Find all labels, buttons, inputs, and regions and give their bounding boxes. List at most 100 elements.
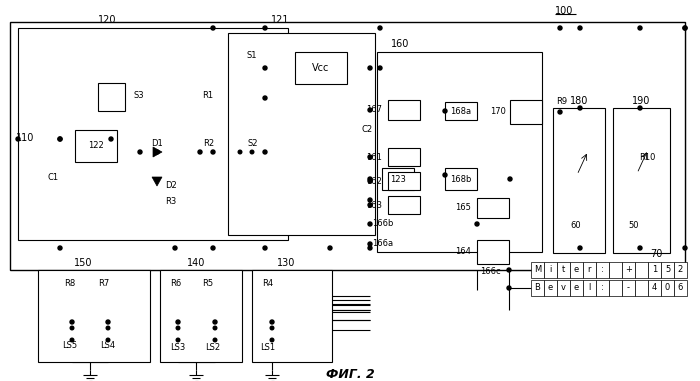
Circle shape [109,137,113,141]
Text: 163: 163 [366,200,382,210]
Circle shape [368,179,372,183]
Circle shape [176,338,180,342]
Bar [570,280,583,296]
Text: ФИГ. 2: ФИГ. 2 [326,368,374,381]
Bar [557,262,570,278]
Bar [382,168,414,190]
Circle shape [368,177,372,181]
Text: 160: 160 [391,39,409,49]
Text: R2: R2 [203,139,214,149]
Circle shape [368,203,372,207]
Bar [388,196,420,214]
Text: e: e [574,283,579,293]
Circle shape [368,222,372,226]
Text: 1: 1 [652,266,657,274]
Text: 166b: 166b [372,219,393,229]
Bar [622,280,635,296]
Text: :: : [601,266,604,274]
Text: R1: R1 [202,91,213,99]
Bar [75,130,117,162]
Text: e: e [548,283,553,293]
Bar [635,280,648,296]
Circle shape [106,320,110,324]
Bar [613,108,670,253]
Circle shape [173,246,177,250]
Text: e: e [574,266,579,274]
Circle shape [70,338,74,342]
Text: 180: 180 [570,96,588,106]
Circle shape [238,150,242,154]
Circle shape [507,286,511,290]
Circle shape [214,326,217,330]
Circle shape [507,268,511,272]
Bar [477,240,509,264]
Bar [596,262,609,278]
Text: 168a: 168a [450,107,472,115]
Polygon shape [153,147,162,157]
Circle shape [638,26,642,30]
Circle shape [263,66,267,70]
Bar [477,198,509,218]
Bar [553,108,605,253]
Circle shape [58,246,62,250]
Circle shape [58,137,62,141]
Circle shape [508,177,512,181]
Bar [648,280,661,296]
Circle shape [70,320,74,324]
Bar [228,33,375,235]
Circle shape [58,137,62,141]
Bar [388,100,420,120]
Circle shape [443,173,447,177]
Text: D2: D2 [165,181,176,189]
Circle shape [106,338,110,342]
Text: R4: R4 [262,280,273,288]
Text: 0: 0 [665,283,670,293]
Circle shape [176,320,180,324]
Circle shape [211,246,215,250]
Text: 122: 122 [88,141,104,150]
Circle shape [263,246,267,250]
Circle shape [198,150,202,154]
Circle shape [683,26,687,30]
Circle shape [368,155,372,159]
Text: LS3: LS3 [170,344,186,352]
Circle shape [155,150,159,154]
Circle shape [213,320,217,324]
Text: 162: 162 [366,176,382,186]
Text: 50: 50 [628,221,638,229]
Text: 166a: 166a [372,240,393,248]
Circle shape [683,26,687,30]
Text: 100: 100 [555,6,573,16]
Text: S3: S3 [133,91,144,99]
Bar [445,168,477,190]
Bar [377,52,542,252]
Text: 123: 123 [390,174,406,184]
Circle shape [638,246,642,250]
Text: r: r [588,266,592,274]
Bar [583,280,596,296]
Bar [661,262,674,278]
Bar [531,262,544,278]
Text: D1: D1 [151,139,163,149]
Circle shape [443,109,447,113]
Bar [583,262,596,278]
Circle shape [176,326,180,330]
Text: v: v [561,283,566,293]
Bar [160,270,242,362]
Bar [531,280,544,296]
Text: C1: C1 [48,173,59,182]
Circle shape [368,108,372,112]
Text: 165: 165 [455,203,471,213]
Circle shape [368,246,372,250]
Text: 164: 164 [455,248,471,256]
Circle shape [270,326,274,330]
Circle shape [270,320,274,324]
Bar [557,280,570,296]
Circle shape [214,338,217,342]
Text: 4: 4 [652,283,657,293]
Bar [648,262,661,278]
Bar [295,52,347,84]
Circle shape [250,150,254,154]
Text: S2: S2 [248,139,258,147]
Circle shape [16,137,20,141]
